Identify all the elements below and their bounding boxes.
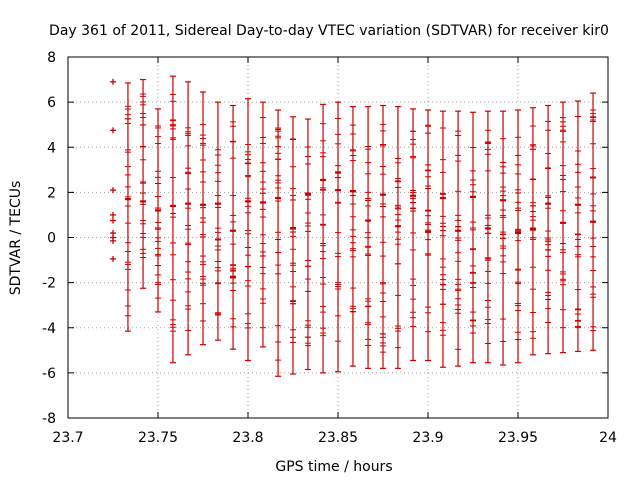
errorbar <box>185 81 192 356</box>
x-axis-label: GPS time / hours <box>275 459 392 475</box>
plot-frame <box>67 56 609 419</box>
errorbar <box>439 110 446 368</box>
errorbar <box>290 116 296 375</box>
errorbar <box>155 108 161 313</box>
scatter-point <box>110 78 116 85</box>
scatter-series <box>110 78 116 262</box>
errorbar <box>214 101 221 341</box>
y-tick-label: -8 <box>42 411 56 427</box>
errorbar <box>335 101 341 373</box>
x-tick-label: 23.8 <box>232 430 263 446</box>
y-tick-label: -4 <box>42 321 56 337</box>
y-tick-label: 2 <box>47 185 56 201</box>
errorbar <box>365 106 372 369</box>
errorbar <box>470 111 476 364</box>
errorbar <box>380 104 386 369</box>
axis-ticks: 23.7 23.75 23.8 23.85 23.9 23.95 24 8 6 4 2 0 -2 -4 -6… <box>42 50 617 446</box>
y-tick-label: 0 <box>47 231 56 247</box>
errorbar <box>425 109 431 362</box>
y-tick-label: 6 <box>47 95 56 111</box>
x-tick-label: 23.75 <box>138 430 178 446</box>
chart-title: Day 361 of 2011, Sidereal Day-to-day VTE… <box>49 23 609 39</box>
x-tick-label: 23.9 <box>412 430 443 446</box>
scatter-point <box>110 211 116 218</box>
errorbar <box>259 101 266 348</box>
errorbar <box>304 118 311 371</box>
x-tick-label: 23.7 <box>52 430 83 446</box>
errorbar <box>515 109 521 364</box>
errorbar <box>560 101 566 354</box>
y-tick-label: 4 <box>47 140 56 156</box>
errorbar <box>245 98 251 362</box>
x-tick-label: 24 <box>599 430 617 446</box>
scatter-point <box>110 237 116 244</box>
errorbar <box>394 106 401 369</box>
errorbar <box>500 110 507 366</box>
errorbar <box>410 108 417 362</box>
scatter-point <box>110 217 116 224</box>
y-tick-label: 8 <box>47 50 56 66</box>
errorbar <box>529 107 536 356</box>
errorbar <box>574 100 581 353</box>
y-axis-label: SDTVAR / TECUs <box>8 181 24 296</box>
errorbar <box>275 109 282 377</box>
errorbar <box>320 103 327 374</box>
errorbar <box>484 110 491 364</box>
errorbar <box>545 104 552 355</box>
errorbar <box>455 110 462 367</box>
x-tick-label: 23.85 <box>318 430 358 446</box>
errorbar <box>590 92 597 351</box>
errorbar <box>140 78 147 289</box>
x-tick-label: 23.95 <box>498 430 538 446</box>
scatter-point <box>110 255 116 262</box>
errorbar <box>124 82 131 332</box>
errorbar <box>200 91 206 346</box>
scatter-point <box>110 127 116 134</box>
errorbar-series <box>124 75 597 377</box>
errorbar <box>349 106 356 367</box>
errorbar <box>169 75 176 364</box>
y-tick-label: -6 <box>42 366 56 382</box>
errorbar <box>230 104 237 350</box>
data-series <box>110 75 597 377</box>
scatter-point <box>110 187 116 194</box>
y-tick-label: -2 <box>42 276 56 292</box>
